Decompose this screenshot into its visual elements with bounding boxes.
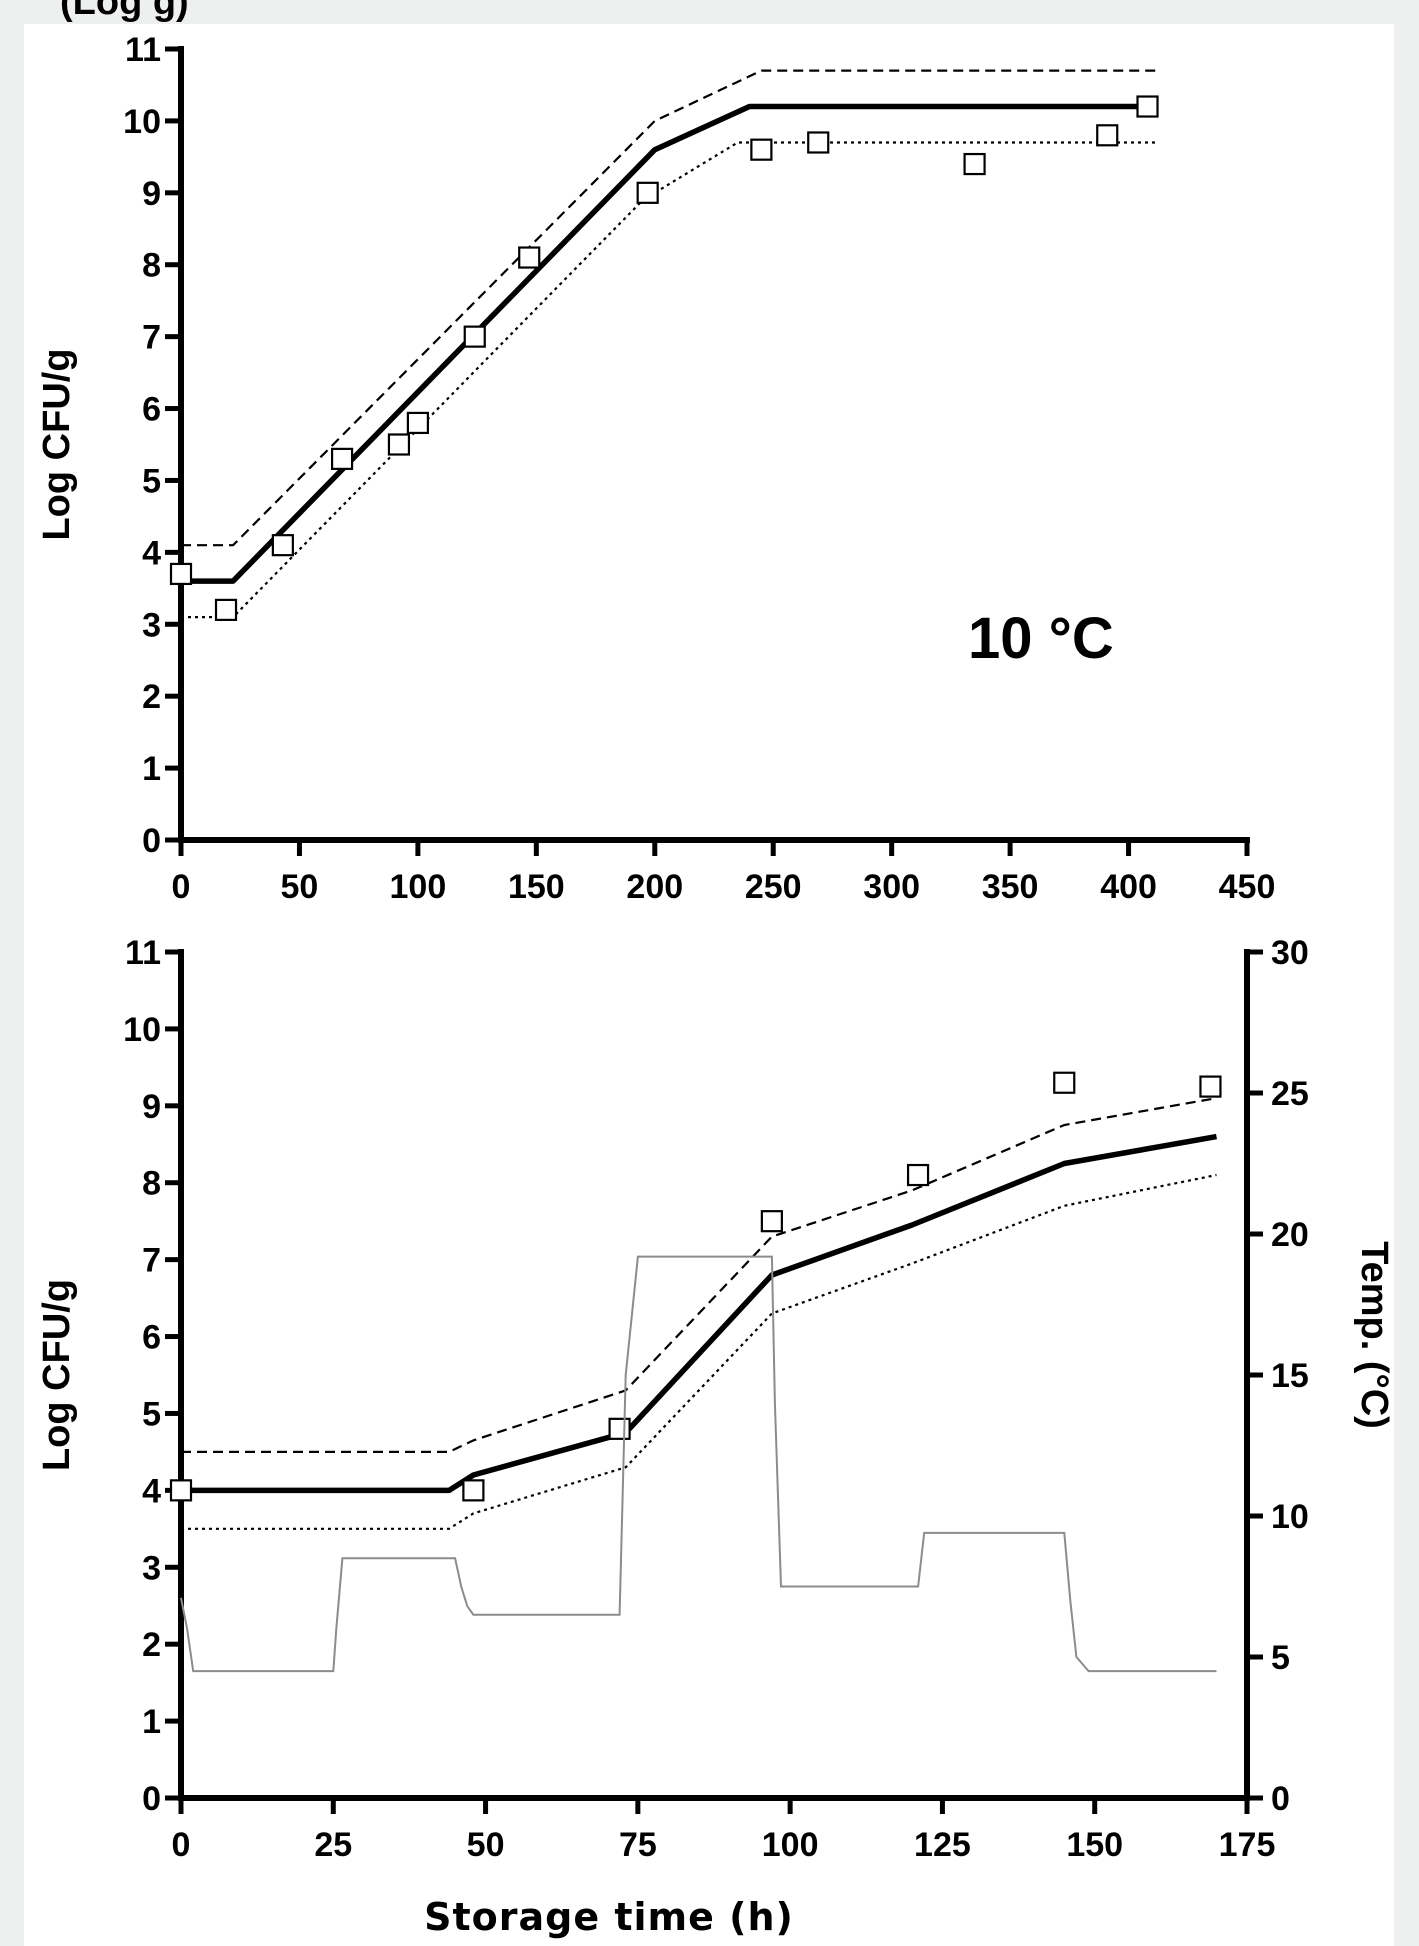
y-tick-label: 8 xyxy=(142,247,161,285)
y-tick-label: 0 xyxy=(142,822,161,860)
y-tick-label: 3 xyxy=(142,606,161,644)
y-tick-label: 11 xyxy=(125,934,161,972)
x-tick-label: 100 xyxy=(390,868,447,906)
data-point-marker xyxy=(1096,124,1119,147)
data-point-marker xyxy=(807,131,830,154)
x-tick-label: 150 xyxy=(508,868,565,906)
y-tick-label: 9 xyxy=(142,1088,161,1126)
data-point-marker xyxy=(406,411,429,435)
y-tick-label: 10 xyxy=(123,103,161,141)
top-fragment-text: (Log g) xyxy=(60,0,189,23)
data-point-marker xyxy=(1136,95,1159,118)
data-point-marker xyxy=(169,562,193,586)
y2-tick-label: 10 xyxy=(1271,1498,1309,1536)
y2-tick-label: 15 xyxy=(1271,1357,1309,1395)
x-tick-label: 100 xyxy=(762,1826,819,1864)
upper-bound-line xyxy=(181,1097,1217,1454)
x-tick-label: 350 xyxy=(982,868,1039,906)
x-tick-label: 0 xyxy=(172,1826,191,1864)
data-point-marker xyxy=(169,1479,193,1502)
y-tick-label: 8 xyxy=(142,1165,161,1203)
x-tick-label: 25 xyxy=(314,1826,352,1864)
data-point-marker xyxy=(518,246,541,269)
data-point-marker xyxy=(214,598,238,621)
y-axis-title: Log CFU/g xyxy=(36,348,78,540)
lower-bound-line xyxy=(181,141,1157,619)
data-point-marker xyxy=(463,325,486,348)
x-tick-label: 300 xyxy=(863,868,920,906)
temperature-line xyxy=(180,1255,1217,1673)
y-tick-label: 4 xyxy=(142,1472,161,1510)
data-point-marker xyxy=(636,181,659,204)
y-tick-label: 9 xyxy=(142,175,161,213)
data-point-marker xyxy=(1199,1075,1222,1098)
chart-top: 0 1 2 3 4 5 6 7 8 9 10 11 0 50 100 150 200 250 300 350 400 45… xyxy=(36,31,1275,906)
figure-panel xyxy=(24,24,1394,1946)
upper-bound-line xyxy=(181,69,1157,547)
y-tick-label: 10 xyxy=(123,1011,161,1049)
y2-tick-label: 25 xyxy=(1271,1075,1309,1113)
y2-axis-title: Temp. (°C) xyxy=(1353,1241,1395,1429)
data-point-marker xyxy=(760,1210,783,1233)
y-tick-label: 11 xyxy=(125,31,161,69)
y-tick-label: 6 xyxy=(142,1319,161,1357)
y-tick-label: 4 xyxy=(142,534,161,572)
chart-bottom: 0 1 2 3 4 5 6 7 8 9 10 11 0 25 50 75 100 125 150 175 0 5 10 15 2… xyxy=(36,934,1395,1939)
x-tick-label: 200 xyxy=(626,868,683,906)
x-tick-label: 50 xyxy=(467,1826,505,1864)
x-axis-title: Storage time (h) xyxy=(424,1895,794,1939)
y-tick-label: 6 xyxy=(142,391,161,429)
y-tick-label: 1 xyxy=(142,750,161,788)
y-tick-label: 7 xyxy=(142,319,161,357)
y2-tick-label: 20 xyxy=(1271,1216,1309,1254)
x-tick-label: 0 xyxy=(172,868,191,906)
y-tick-label: 5 xyxy=(142,1395,161,1433)
data-point-marker xyxy=(1053,1071,1076,1094)
x-tick-label: 75 xyxy=(619,1826,657,1864)
data-point-marker xyxy=(387,433,411,456)
y-tick-label: 7 xyxy=(142,1242,161,1280)
y-tick-label: 1 xyxy=(142,1703,161,1741)
x-tick-label: 125 xyxy=(914,1826,971,1864)
y2-tick-label: 0 xyxy=(1271,1780,1290,1818)
x-tick-label: 50 xyxy=(281,868,319,906)
data-point-marker xyxy=(608,1417,631,1440)
x-tick-label: 175 xyxy=(1219,1826,1276,1864)
y-tick-label: 2 xyxy=(142,678,161,716)
y-axis-title: Log CFU/g xyxy=(36,1279,78,1471)
x-tick-label: 400 xyxy=(1100,868,1157,906)
temperature-annotation: 10 °C xyxy=(968,606,1114,671)
model-fit-line xyxy=(181,1133,1217,1494)
x-tick-label: 250 xyxy=(745,868,802,906)
lower-bound-line xyxy=(181,1173,1217,1530)
data-point-marker xyxy=(906,1163,930,1187)
data-point-marker xyxy=(330,447,354,470)
y2-tick-label: 5 xyxy=(1271,1639,1290,1677)
x-tick-label: 450 xyxy=(1219,868,1276,906)
data-point-marker xyxy=(750,138,773,161)
data-point-marker xyxy=(271,534,294,557)
x-tick-label: 150 xyxy=(1066,1826,1123,1864)
model-fit-line xyxy=(181,103,1153,584)
data-point-marker xyxy=(462,1479,485,1502)
data-point-marker xyxy=(963,152,986,176)
y2-tick-label: 30 xyxy=(1271,934,1309,972)
y-tick-label: 0 xyxy=(142,1780,161,1818)
y-tick-label: 5 xyxy=(142,462,161,500)
y-tick-label: 3 xyxy=(142,1549,161,1587)
y-tick-label: 2 xyxy=(142,1626,161,1664)
